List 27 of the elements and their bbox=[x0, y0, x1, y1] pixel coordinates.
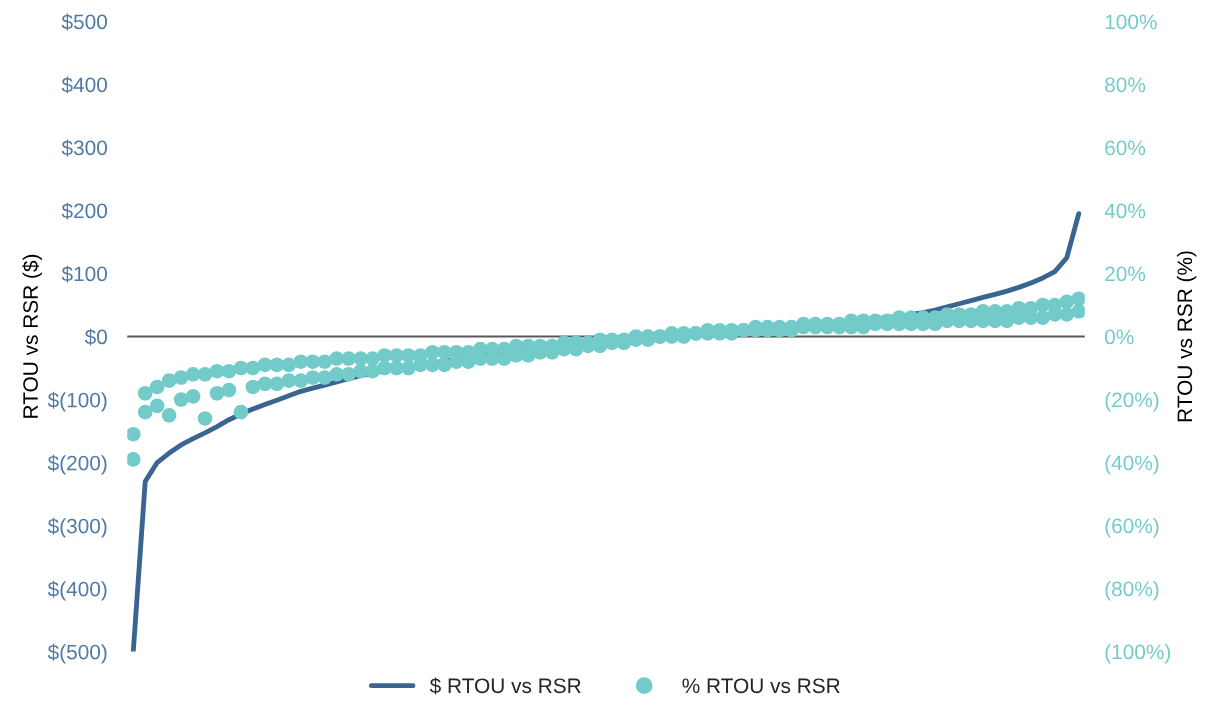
legend-label: % RTOU vs RSR bbox=[682, 678, 840, 694]
y2-tick-label: 20% bbox=[1105, 266, 1146, 282]
y2-tick-label: (40%) bbox=[1105, 454, 1159, 475]
y-tick-label: $100 bbox=[61, 265, 108, 283]
y-tick-label: $(500) bbox=[47, 643, 107, 664]
y2-axis-title: RTOU vs RSR (%) bbox=[1176, 251, 1197, 422]
y-tick-label: $(200) bbox=[47, 454, 107, 475]
y-tick-label: $0 bbox=[84, 328, 107, 346]
y2-tick-label: 100% bbox=[1105, 14, 1157, 30]
y-tick-label: $400 bbox=[61, 76, 108, 94]
y2-tick-label: 40% bbox=[1104, 203, 1146, 219]
y2-tick-label: (100%) bbox=[1105, 644, 1171, 664]
line-series bbox=[130, 211, 1082, 652]
y2-tick-label: (20%) bbox=[1105, 391, 1159, 412]
y-tick-label: $300 bbox=[61, 139, 108, 157]
y-tick-label: $500 bbox=[61, 13, 108, 31]
y2-tick-label: 60% bbox=[1105, 140, 1146, 156]
y-tick-label: $200 bbox=[61, 202, 108, 220]
y-axis-title: RTOU vs RSR ($) bbox=[22, 254, 43, 418]
y-tick-label: $(100) bbox=[47, 391, 107, 412]
y-tick-label: $(300) bbox=[47, 517, 107, 538]
y2-tick-label: 0% bbox=[1105, 329, 1134, 345]
y2-tick-label: 80% bbox=[1105, 77, 1146, 93]
y2-tick-label: (60%) bbox=[1105, 518, 1159, 538]
y-tick-label: $(400) bbox=[47, 580, 107, 601]
legend-label: $ RTOU vs RSR bbox=[429, 677, 581, 695]
y2-tick-label: (80%) bbox=[1105, 581, 1159, 601]
